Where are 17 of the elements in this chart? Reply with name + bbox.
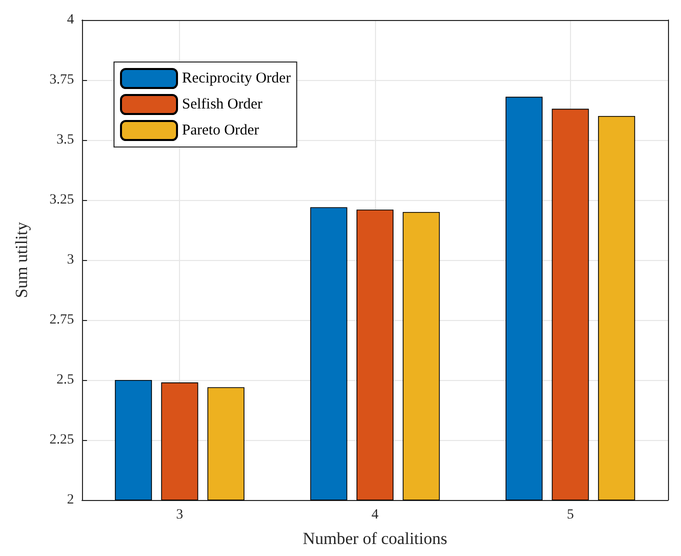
- y-axis-title: Sum utility: [12, 221, 31, 298]
- y-tick-label: 3.5: [56, 132, 74, 148]
- x-axis-title: Number of coalitions: [302, 529, 448, 548]
- legend-label: Selfish Order: [182, 96, 262, 112]
- y-tick-label: 2: [67, 492, 74, 508]
- y-tick-label: 3: [67, 252, 74, 268]
- x-tick-label: 4: [372, 508, 378, 522]
- legend-label: Pareto Order: [182, 122, 260, 138]
- y-tick-label: 2.5: [56, 372, 74, 388]
- y-tick-label: 4: [67, 12, 74, 28]
- x-tick-label: 5: [566, 508, 574, 522]
- y-tick-label: 3.75: [50, 72, 74, 88]
- y-tick-label: 3.25: [50, 192, 74, 208]
- legend-label: Reciprocity Order: [182, 70, 291, 86]
- y-tick-label: 2.75: [50, 312, 74, 328]
- x-tick-label: 3: [176, 508, 184, 522]
- y-tick-label: 2.25: [50, 432, 74, 448]
